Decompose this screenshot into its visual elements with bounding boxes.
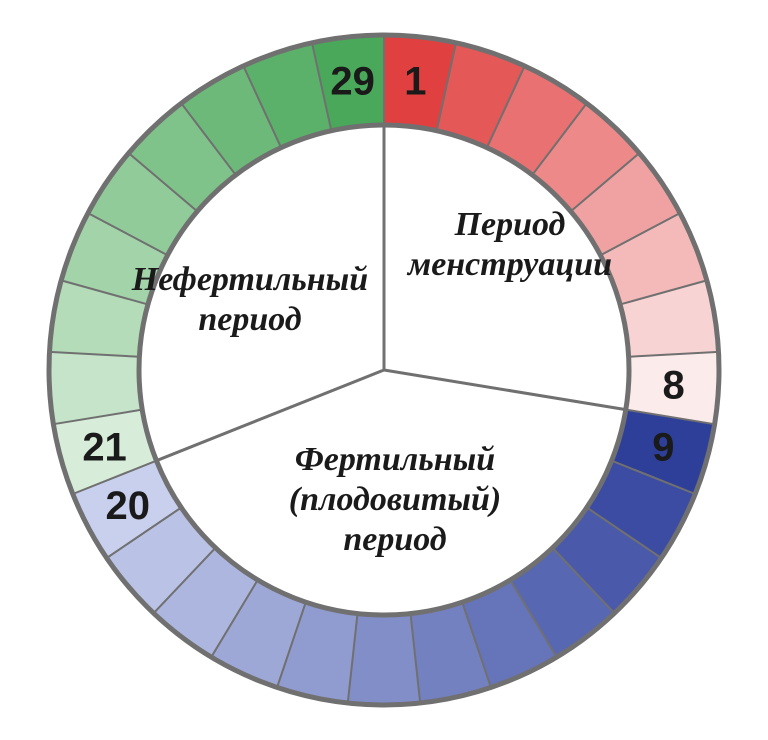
- phase-boundary-line: [384, 370, 626, 410]
- phase-label-line: период: [343, 521, 446, 558]
- phase-label-infertile: Нефертильныйпериод: [131, 261, 368, 338]
- phase-label-fertile: Фертильный(плодовитый)период: [289, 441, 501, 558]
- phase-label-line: менструации: [406, 246, 612, 283]
- phase-label-line: Период: [454, 206, 566, 243]
- day-number-9: 9: [652, 426, 674, 470]
- phase-label-line: Нефертильный: [131, 261, 368, 298]
- phase-label-line: период: [198, 301, 301, 338]
- phase-labels: ПериодменструацииФертильный(плодовитый)п…: [131, 206, 612, 558]
- day-number-21: 21: [82, 426, 127, 470]
- day-number-20: 20: [106, 484, 151, 528]
- cycle-diagram: 1 8 9 20 21 29 Периодменструации Фертильный(пл…: [0, 0, 768, 740]
- phase-label-line: (плодовитый): [289, 481, 501, 518]
- day-number-29: 29: [330, 60, 375, 104]
- segment-day-15: [348, 614, 420, 705]
- day-number-8: 8: [662, 364, 684, 408]
- phase-label-line: Фертильный: [295, 441, 495, 478]
- day-number-1: 1: [404, 60, 426, 104]
